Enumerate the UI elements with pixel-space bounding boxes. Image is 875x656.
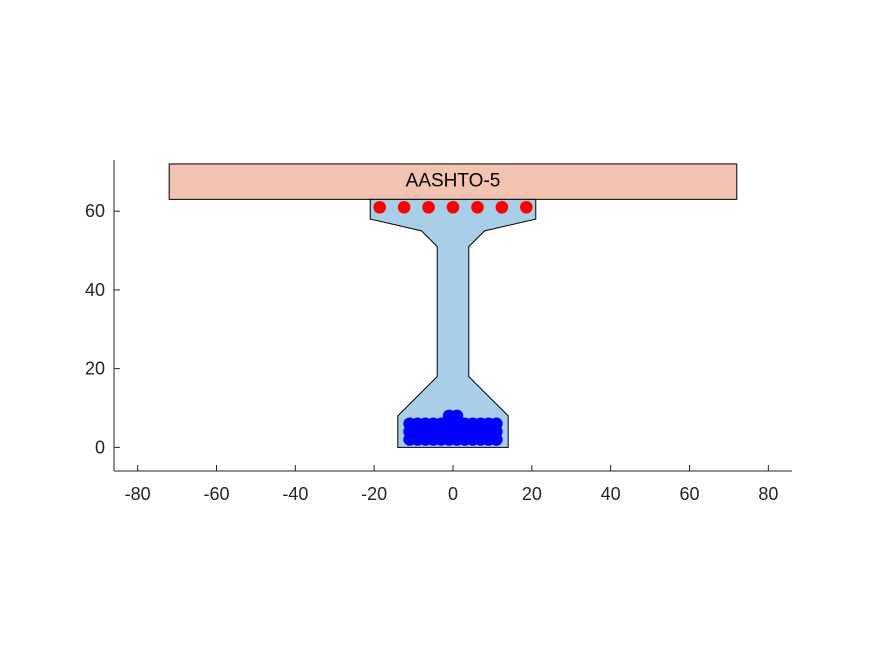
x-tick-label: 0: [448, 484, 458, 504]
top-strand: [446, 200, 460, 214]
top-strand: [495, 200, 509, 214]
x-axis-ticks: -80 -60 -40 -20 0 20 40 60 80: [125, 465, 778, 504]
x-tick-label: 60: [679, 484, 699, 504]
girder-cross-section: [369, 198, 537, 448]
top-strand: [422, 200, 435, 214]
top-strands: [373, 200, 533, 214]
top-strand: [397, 200, 411, 214]
deck-slab: [168, 163, 738, 200]
x-tick-label: 40: [601, 484, 621, 504]
y-tick-label: 0: [95, 437, 105, 457]
deck-label: AASHTO-5: [406, 171, 501, 192]
x-tick-label: 80: [758, 484, 778, 504]
bottom-strands: [403, 409, 503, 446]
x-tick-label: 20: [522, 484, 542, 504]
bottom-strand: [450, 409, 464, 423]
y-tick-label: 40: [85, 280, 105, 300]
top-strand: [520, 200, 533, 214]
y-axis-ticks: 0 20 40 60: [85, 201, 120, 457]
y-tick-label: 60: [85, 201, 105, 221]
x-tick-label: -80: [125, 484, 151, 504]
top-strand: [373, 200, 386, 214]
y-tick-label: 20: [85, 359, 105, 379]
x-tick-label: -60: [203, 484, 229, 504]
top-strand: [471, 200, 484, 214]
axes: -80 -60 -40 -20 0 20 40 60 80 0 20 40 60: [85, 160, 792, 504]
x-tick-label: -20: [361, 484, 387, 504]
section-shapes: AASHTO-5: [168, 163, 738, 448]
x-tick-label: -40: [282, 484, 308, 504]
bottom-strand: [490, 417, 503, 431]
